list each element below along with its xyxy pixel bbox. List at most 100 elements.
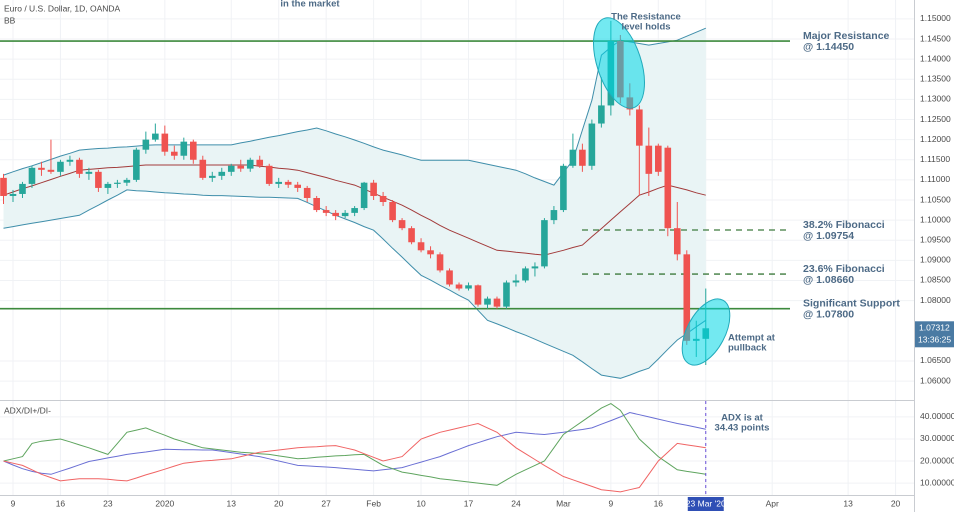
x-tick-label: Mar xyxy=(556,498,571,508)
candle-body xyxy=(455,284,463,289)
candle-body xyxy=(114,182,121,184)
candle-body xyxy=(360,182,368,209)
candle-body xyxy=(199,159,207,178)
x-tick-label: 13 xyxy=(227,498,237,508)
y-tick-label: 1.06000 xyxy=(920,375,951,385)
level-label: @ 1.07800 xyxy=(803,308,854,320)
band-fill xyxy=(3,28,706,379)
candle-body xyxy=(95,171,102,188)
candle-body xyxy=(436,254,444,271)
x-tick-label: 9 xyxy=(608,498,613,508)
candle-body xyxy=(294,184,301,188)
candle-body xyxy=(655,145,662,172)
candle-body xyxy=(531,266,539,269)
level-name: 38.2% Fibonacci xyxy=(803,219,885,231)
candle-body xyxy=(123,179,131,183)
x-tick-label: 20 xyxy=(891,498,901,508)
y-tick-label: 1.06500 xyxy=(920,355,951,365)
annotation: Attempt at xyxy=(728,333,776,344)
candle-body xyxy=(351,208,358,213)
candle-body xyxy=(171,151,178,156)
indicator-line xyxy=(3,411,706,475)
candle-body xyxy=(408,228,415,243)
x-tick-label: 24 xyxy=(511,498,521,508)
candle-body xyxy=(57,161,64,172)
y-tick-label: 1.12000 xyxy=(920,134,951,144)
candle-body xyxy=(370,182,377,196)
band-middle xyxy=(3,164,706,256)
candle-body xyxy=(303,187,311,198)
y-tick-label: 10.00000 xyxy=(920,477,954,487)
candle-body xyxy=(152,133,159,140)
x-tick-label: 10 xyxy=(416,498,426,508)
y-tick-label: 40.00000 xyxy=(920,411,954,421)
candle-body xyxy=(493,298,501,307)
candle-body xyxy=(389,202,396,221)
y-tick-label: 1.14000 xyxy=(920,53,951,63)
candle-body xyxy=(598,105,605,124)
y-tick-label: 1.12500 xyxy=(920,114,951,124)
candle-body xyxy=(474,285,482,305)
candle-body xyxy=(427,250,434,255)
y-tick-label: 1.11500 xyxy=(920,154,950,164)
candle-body xyxy=(190,141,197,160)
candle-body xyxy=(38,167,45,170)
x-tick-label: 23 Mar '20 xyxy=(686,498,726,508)
candle-body xyxy=(104,183,112,188)
candle-body xyxy=(645,145,653,174)
candle-body xyxy=(9,193,17,196)
level-name: 23.6% Fibonacci xyxy=(803,263,885,275)
candle-body xyxy=(218,171,226,176)
candle-body xyxy=(541,220,548,267)
plot-area xyxy=(0,0,914,495)
candle-body xyxy=(76,159,83,174)
candle-body xyxy=(265,165,273,184)
candle-body xyxy=(85,171,93,174)
x-tick-label: Feb xyxy=(366,498,381,508)
highlight-ellipse xyxy=(593,17,645,109)
candle-body xyxy=(465,285,472,289)
y-tick-label: 1.09500 xyxy=(920,234,951,244)
candle-body xyxy=(636,109,643,146)
candle-body xyxy=(484,298,491,305)
indicator-label: ADX/DI+/DI- xyxy=(4,405,51,415)
y-tick-label: 1.10000 xyxy=(920,214,951,224)
candle-body xyxy=(560,165,567,211)
candle-body xyxy=(522,268,529,281)
candle-body xyxy=(47,169,55,172)
time-highlight xyxy=(687,497,724,511)
y-tick-label: 1.09000 xyxy=(920,255,951,265)
candle-body xyxy=(246,159,254,169)
candle-body xyxy=(256,159,264,166)
y-tick-label: 1.08500 xyxy=(920,275,951,285)
candle-body xyxy=(284,181,292,185)
y-tick-label: 1.15000 xyxy=(920,13,951,23)
candle-body xyxy=(275,181,283,184)
y-tick-label: 1.13500 xyxy=(920,74,951,84)
indicator-line xyxy=(3,403,706,486)
y-tick-label: 1.08000 xyxy=(920,295,951,305)
x-tick-label: Apr xyxy=(766,498,779,508)
candle-body xyxy=(180,141,188,156)
annotation: level holds xyxy=(621,22,670,33)
candle-body xyxy=(161,133,169,152)
candle-body xyxy=(313,197,320,211)
annotation: The Resistance xyxy=(611,12,681,23)
candle-body xyxy=(133,149,140,180)
x-tick-label: 23 xyxy=(103,498,113,508)
candle-body xyxy=(237,165,245,169)
candle-body xyxy=(322,210,330,213)
candle-body xyxy=(66,159,74,162)
candle-body xyxy=(569,149,577,166)
y-tick-label: 30.00000 xyxy=(920,433,954,443)
candle-body xyxy=(341,212,349,217)
level-name: Major Resistance xyxy=(803,30,890,42)
highlight-ellipse xyxy=(681,298,731,366)
y-tick-label: 1.13000 xyxy=(920,94,951,104)
x-tick-label: 17 xyxy=(464,498,474,508)
candle-body xyxy=(142,139,150,150)
band-lower xyxy=(3,189,707,379)
candle-body xyxy=(512,280,520,283)
